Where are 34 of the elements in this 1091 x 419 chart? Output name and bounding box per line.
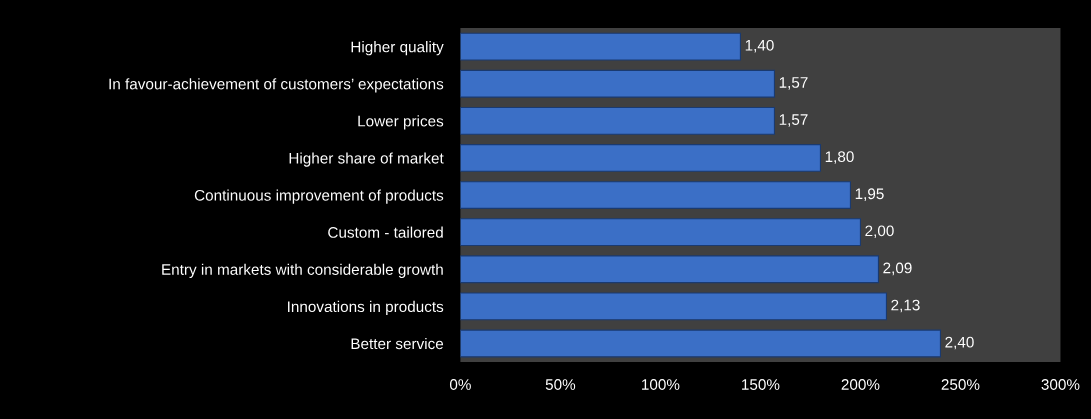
y-tick-label: Innovations in products: [288, 300, 444, 316]
data-label: 1,57: [779, 114, 808, 127]
bar: [460, 218, 861, 247]
bar: [460, 181, 851, 209]
bar: [460, 69, 775, 98]
bar: [460, 144, 821, 172]
data-label: 1,95: [855, 188, 884, 201]
x-tick-label: 150%: [742, 379, 780, 390]
y-tick-label: Entry in markets with considerable growth: [162, 263, 443, 278]
y-tick-label: Lower prices: [358, 115, 444, 130]
y-tick-label: Custom - tailored: [328, 226, 443, 238]
data-label: 2,00: [865, 225, 894, 239]
x-tick-label: 250%: [941, 379, 980, 390]
data-label: 2,40: [945, 336, 974, 350]
data-label: 1,80: [825, 151, 854, 164]
x-tick-label: 0%: [449, 379, 471, 390]
bar: [460, 32, 741, 61]
x-tick-label: 100%: [642, 379, 680, 390]
x-tick-label: 300%: [1041, 379, 1080, 390]
y-tick-label: Continuous improvement of products: [194, 189, 444, 204]
bar: [460, 106, 775, 135]
data-label: 2,09: [883, 262, 912, 276]
x-tick-label: 50%: [545, 379, 576, 390]
data-label: 2,13: [891, 299, 920, 313]
y-tick-label: Higher share of market: [289, 152, 444, 167]
bar: [460, 329, 941, 358]
y-tick-label: Higher quality: [351, 41, 444, 56]
bar: [460, 255, 879, 284]
data-label: 1,40: [745, 39, 774, 53]
y-tick-label: In favour-achievement of customers’ expectations: [109, 78, 444, 93]
y-tick-label: Better service: [351, 337, 444, 350]
x-tick-label: 200%: [841, 379, 880, 390]
bar: [460, 292, 887, 321]
data-label: 1,57: [779, 77, 808, 90]
